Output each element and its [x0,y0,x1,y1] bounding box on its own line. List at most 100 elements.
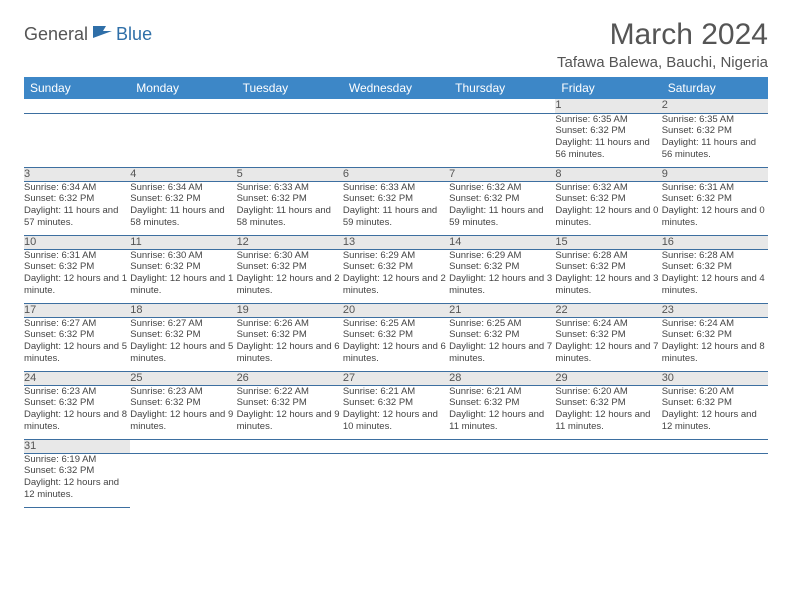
day-detail: Sunrise: 6:29 AMSunset: 6:32 PMDaylight:… [343,249,449,303]
sunset-text: Sunset: 6:32 PM [237,397,343,409]
day-detail: Sunrise: 6:31 AMSunset: 6:32 PMDaylight:… [662,181,768,235]
day-number: 17 [24,303,130,317]
daylight-text: Daylight: 12 hours and 5 minutes. [130,341,236,365]
day-detail [343,113,449,167]
day-detail: Sunrise: 6:35 AMSunset: 6:32 PMDaylight:… [662,113,768,167]
sunset-text: Sunset: 6:32 PM [343,261,449,273]
day-detail [343,453,449,507]
day-number: 19 [237,303,343,317]
day-number: 18 [130,303,236,317]
day-number [449,439,555,453]
day-header: Sunday [24,77,130,99]
day-number: 24 [24,371,130,385]
daylight-text: Daylight: 12 hours and 6 minutes. [237,341,343,365]
day-number: 13 [343,235,449,249]
day-number [343,99,449,113]
daylight-text: Daylight: 12 hours and 0 minutes. [662,205,768,229]
day-number: 22 [555,303,661,317]
daylight-text: Daylight: 12 hours and 3 minutes. [555,273,661,297]
day-detail [130,113,236,167]
sunrise-text: Sunrise: 6:29 AM [343,250,449,262]
daylight-text: Daylight: 12 hours and 7 minutes. [555,341,661,365]
day-number: 12 [237,235,343,249]
sunset-text: Sunset: 6:32 PM [662,125,768,137]
daylight-text: Daylight: 12 hours and 1 minute. [24,273,130,297]
flag-icon [92,24,114,45]
sunset-text: Sunset: 6:32 PM [130,261,236,273]
daylight-text: Daylight: 12 hours and 12 minutes. [662,409,768,433]
day-detail: Sunrise: 6:23 AMSunset: 6:32 PMDaylight:… [130,385,236,439]
day-detail: Sunrise: 6:20 AMSunset: 6:32 PMDaylight:… [555,385,661,439]
day-number: 15 [555,235,661,249]
location-text: Tafawa Balewa, Bauchi, Nigeria [557,54,768,71]
sunrise-text: Sunrise: 6:20 AM [662,386,768,398]
day-detail [662,453,768,507]
day-number: 2 [662,99,768,113]
sunset-text: Sunset: 6:32 PM [130,329,236,341]
sunrise-text: Sunrise: 6:25 AM [449,318,555,330]
daylight-text: Daylight: 12 hours and 9 minutes. [237,409,343,433]
calendar-table: Sunday Monday Tuesday Wednesday Thursday… [24,77,768,508]
day-detail: Sunrise: 6:27 AMSunset: 6:32 PMDaylight:… [24,317,130,371]
day-detail: Sunrise: 6:30 AMSunset: 6:32 PMDaylight:… [130,249,236,303]
day-detail: Sunrise: 6:27 AMSunset: 6:32 PMDaylight:… [130,317,236,371]
daylight-text: Daylight: 12 hours and 7 minutes. [449,341,555,365]
day-detail: Sunrise: 6:20 AMSunset: 6:32 PMDaylight:… [662,385,768,439]
sunrise-text: Sunrise: 6:21 AM [449,386,555,398]
day-number: 30 [662,371,768,385]
logo-text-general: General [24,24,88,45]
sunrise-text: Sunrise: 6:28 AM [555,250,661,262]
day-number: 8 [555,167,661,181]
day-detail: Sunrise: 6:26 AMSunset: 6:32 PMDaylight:… [237,317,343,371]
day-detail: Sunrise: 6:34 AMSunset: 6:32 PMDaylight:… [24,181,130,235]
sunrise-text: Sunrise: 6:35 AM [555,114,661,126]
day-detail-row: Sunrise: 6:19 AMSunset: 6:32 PMDaylight:… [24,453,768,507]
sunrise-text: Sunrise: 6:28 AM [662,250,768,262]
daylight-text: Daylight: 12 hours and 3 minutes. [449,273,555,297]
sunrise-text: Sunrise: 6:34 AM [130,182,236,194]
day-header: Friday [555,77,661,99]
day-number: 3 [24,167,130,181]
day-detail: Sunrise: 6:28 AMSunset: 6:32 PMDaylight:… [555,249,661,303]
sunrise-text: Sunrise: 6:22 AM [237,386,343,398]
sunrise-text: Sunrise: 6:26 AM [237,318,343,330]
day-number: 25 [130,371,236,385]
day-number [130,99,236,113]
day-number: 23 [662,303,768,317]
day-header: Thursday [449,77,555,99]
day-detail-row: Sunrise: 6:34 AMSunset: 6:32 PMDaylight:… [24,181,768,235]
daylight-text: Daylight: 11 hours and 58 minutes. [130,205,236,229]
daylight-text: Daylight: 12 hours and 8 minutes. [662,341,768,365]
sunset-text: Sunset: 6:32 PM [555,329,661,341]
day-header: Wednesday [343,77,449,99]
sunrise-text: Sunrise: 6:30 AM [237,250,343,262]
day-number: 27 [343,371,449,385]
sunset-text: Sunset: 6:32 PM [24,329,130,341]
sunrise-text: Sunrise: 6:30 AM [130,250,236,262]
sunset-text: Sunset: 6:32 PM [555,261,661,273]
sunset-text: Sunset: 6:32 PM [343,193,449,205]
sunrise-text: Sunrise: 6:33 AM [237,182,343,194]
sunset-text: Sunset: 6:32 PM [343,329,449,341]
sunrise-text: Sunrise: 6:24 AM [662,318,768,330]
sunrise-text: Sunrise: 6:21 AM [343,386,449,398]
title-block: March 2024 Tafawa Balewa, Bauchi, Nigeri… [557,18,768,71]
day-number-row: 3456789 [24,167,768,181]
sunrise-text: Sunrise: 6:27 AM [130,318,236,330]
day-header-row: Sunday Monday Tuesday Wednesday Thursday… [24,77,768,99]
sunset-text: Sunset: 6:32 PM [449,397,555,409]
sunset-text: Sunset: 6:32 PM [237,261,343,273]
sunset-text: Sunset: 6:32 PM [662,397,768,409]
sunrise-text: Sunrise: 6:31 AM [24,250,130,262]
sunset-text: Sunset: 6:32 PM [237,329,343,341]
day-number: 4 [130,167,236,181]
sunset-text: Sunset: 6:32 PM [24,193,130,205]
page-title: March 2024 [557,18,768,52]
daylight-text: Daylight: 12 hours and 12 minutes. [24,477,130,501]
day-number: 28 [449,371,555,385]
daylight-text: Daylight: 11 hours and 59 minutes. [343,205,449,229]
day-number-row: 24252627282930 [24,371,768,385]
sunset-text: Sunset: 6:32 PM [662,261,768,273]
day-detail-row: Sunrise: 6:23 AMSunset: 6:32 PMDaylight:… [24,385,768,439]
daylight-text: Daylight: 12 hours and 8 minutes. [24,409,130,433]
